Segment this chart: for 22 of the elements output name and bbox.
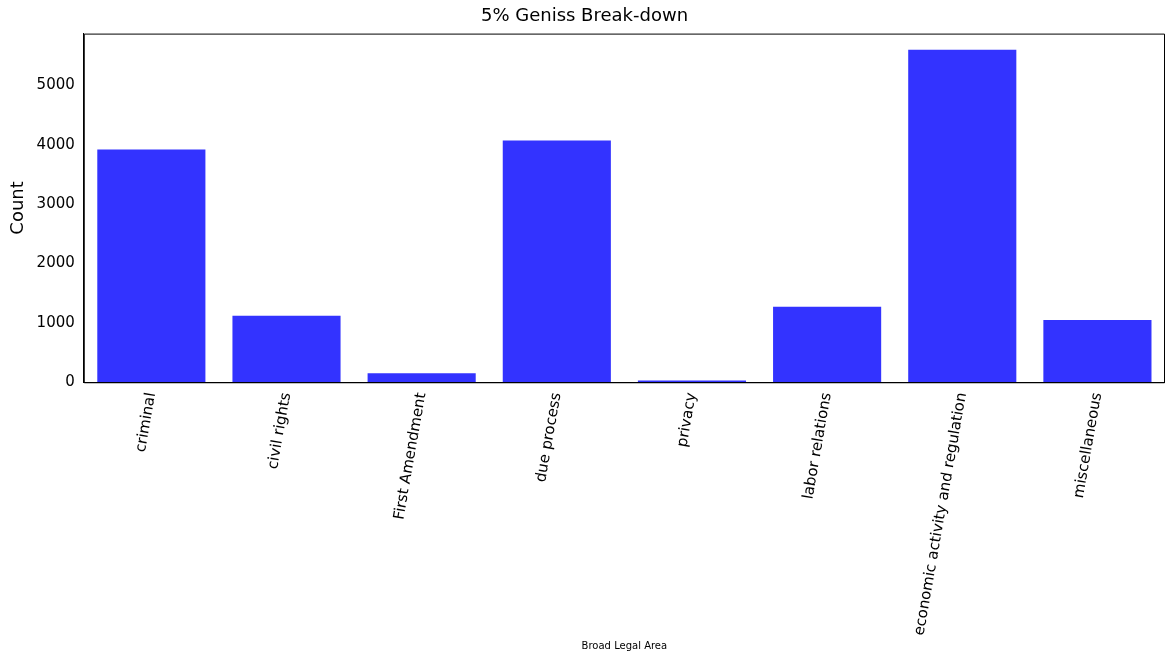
y-tick-label: 2000 (36, 253, 75, 272)
x-axis-title: Broad Legal Area (581, 639, 668, 651)
x-tick-label: criminal (130, 391, 160, 454)
x-tick-label: labor relations (798, 390, 835, 501)
y-tick-label: 4000 (36, 134, 75, 153)
y-tick-label: 3000 (36, 193, 75, 212)
bar (367, 373, 476, 383)
bar (1043, 319, 1152, 383)
bar (773, 306, 882, 383)
bar (97, 149, 206, 383)
y-tick-label: 1000 (36, 312, 75, 331)
y-tick-label: 5000 (36, 75, 75, 94)
bar (502, 140, 611, 383)
x-tick-label: privacy (672, 390, 700, 449)
x-tick-label: economic activity and regulation (909, 391, 971, 637)
y-tick-label: 0 (65, 372, 75, 391)
y-axis-title: Count (6, 181, 28, 235)
bar (908, 49, 1017, 383)
x-tick-label: civil rights (263, 390, 295, 471)
x-tick-label: due process (531, 390, 565, 484)
chart-title: 5% Geniss Break-down (480, 4, 689, 26)
bar (232, 315, 341, 383)
